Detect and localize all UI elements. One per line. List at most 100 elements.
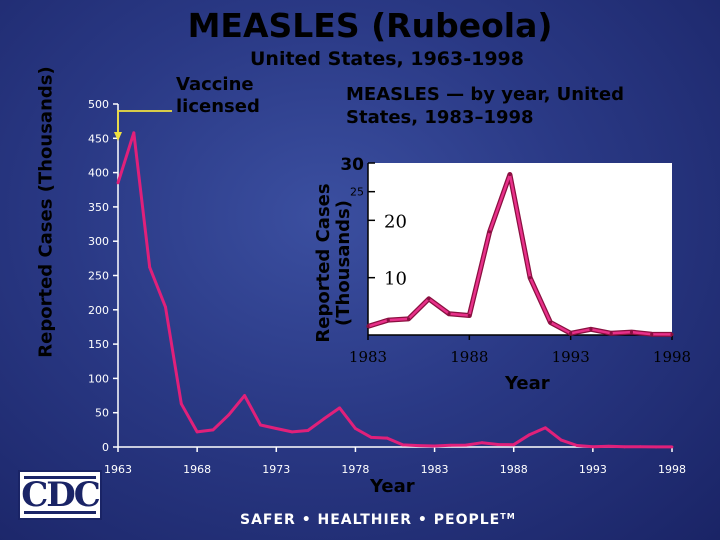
inset-ylabel-line-2: (Thousands) <box>333 200 354 326</box>
main-data-point <box>259 423 262 427</box>
main-data-point <box>623 445 626 449</box>
inset-title-line-1: MEASLES — by year, United <box>346 84 624 105</box>
main-data-point <box>116 181 120 185</box>
main-series-line <box>116 131 672 449</box>
inset-data-point <box>609 331 613 335</box>
main-data-point <box>401 443 405 447</box>
vaccine-annotation: Vaccine licensed <box>176 74 260 118</box>
inset-y-axis-label: Reported Cases (Thousands) <box>313 183 354 343</box>
inset-data-point <box>508 172 512 177</box>
inset-x-tick-label: 1988 <box>450 348 488 366</box>
main-data-point <box>433 444 436 448</box>
main-x-tick-label: 1963 <box>104 463 132 476</box>
main-data-point <box>148 265 152 269</box>
inset-y-tick-label: 10 <box>384 269 407 290</box>
vaccine-arrow-line <box>117 110 172 136</box>
main-y-tick-label: 0 <box>102 441 109 454</box>
inset-data-point <box>548 320 553 324</box>
main-subtitle: United States, 1963-1998 <box>250 48 524 70</box>
inset-data-point <box>569 331 573 335</box>
main-data-point <box>274 427 278 430</box>
main-data-point <box>417 444 421 448</box>
main-data-point <box>306 429 310 432</box>
cdc-logo: CDC <box>18 470 102 520</box>
main-data-point <box>195 430 199 434</box>
inset-data-point <box>447 312 451 316</box>
main-x-tick-label: 1983 <box>421 463 449 476</box>
main-x-axis-label: Year <box>370 476 415 497</box>
main-y-tick-label: 150 <box>88 338 109 351</box>
tagline-text: SAFER • HEALTHIER • PEOPLE <box>240 512 501 528</box>
main-data-point <box>227 413 231 417</box>
main-data-point <box>132 131 136 135</box>
main-data-point <box>211 428 215 432</box>
main-data-point <box>385 436 389 440</box>
inset-y-tick-label: 20 <box>384 211 407 232</box>
main-series-points <box>116 131 674 449</box>
inset-data-point <box>670 332 674 337</box>
vaccine-line-2: licensed <box>176 96 260 117</box>
main-data-point <box>591 445 595 449</box>
inset-data-point <box>386 318 390 322</box>
main-x-tick-label: 1968 <box>183 463 211 476</box>
main-y-tick-label: 50 <box>95 407 109 420</box>
main-y-tick-label: 200 <box>88 304 109 317</box>
main-data-point <box>638 445 642 449</box>
main-data-point <box>179 402 183 406</box>
main-y-tick-label: 500 <box>88 98 109 111</box>
inset-x-tick-label: 1983 <box>349 348 387 366</box>
main-data-point <box>496 443 500 446</box>
main-data-point <box>464 443 468 447</box>
vaccine-arrow <box>114 110 172 141</box>
logo-text: CDC <box>21 475 101 515</box>
main-x-tick-label: 1993 <box>579 463 607 476</box>
inset-background <box>368 163 672 335</box>
main-x-tick-label: 1978 <box>341 463 369 476</box>
inset-y-tick-label: 25 <box>350 186 364 199</box>
inset-data-point <box>629 330 634 334</box>
main-data-point <box>575 444 579 447</box>
inset-series-points <box>366 172 674 337</box>
main-x-tick-label: 1998 <box>658 463 686 476</box>
main-x-tick-label: 1973 <box>262 463 290 476</box>
main-data-point <box>480 441 484 445</box>
inset-data-point <box>488 230 492 234</box>
main-y-tick-label: 350 <box>88 201 109 214</box>
main-data-point <box>322 417 326 421</box>
main-x-tick-label: 1988 <box>500 463 528 476</box>
inset-data-point <box>650 332 654 336</box>
main-data-point <box>338 406 341 410</box>
inset-series-line-core <box>367 173 673 336</box>
inset-data-point <box>366 324 370 328</box>
main-data-point <box>243 394 247 397</box>
main-y-tick-label: 250 <box>88 270 109 283</box>
main-title: MEASLES (Rubeola) <box>187 6 553 45</box>
inset-x-tick-label: 1993 <box>552 348 590 366</box>
vaccine-line-1: Vaccine <box>176 74 254 95</box>
main-data-point <box>559 438 563 442</box>
inset-data-point <box>427 297 431 301</box>
main-data-point <box>607 444 611 448</box>
main-data-point <box>290 430 294 434</box>
inset-data-point <box>406 317 411 321</box>
inset-data-point <box>589 327 593 331</box>
inset-title: MEASLES — by year, United States, 1983–1… <box>346 83 624 129</box>
inset-data-point <box>467 313 471 318</box>
vaccine-arrow-head <box>114 132 122 141</box>
main-data-point <box>543 426 547 430</box>
inset-y-tick-label: 30 <box>340 155 364 175</box>
main-data-point <box>512 443 516 447</box>
inset-x-tick-label: 1998 <box>653 348 691 366</box>
main-data-point <box>449 443 452 447</box>
main-y-tick-label: 450 <box>88 132 109 145</box>
inset-ylabel-line-1: Reported Cases <box>313 183 334 343</box>
main-data-point <box>654 445 658 449</box>
main-ticks: 0 50 100 150 200 250 300 350 400 450 500 1963 1968 19… <box>88 98 686 476</box>
main-y-tick-label: 100 <box>88 372 109 385</box>
main-y-tick-label: 300 <box>88 235 109 248</box>
main-data-point <box>369 435 373 439</box>
main-data-point <box>528 433 531 437</box>
main-y-tick-label: 400 <box>88 167 109 180</box>
